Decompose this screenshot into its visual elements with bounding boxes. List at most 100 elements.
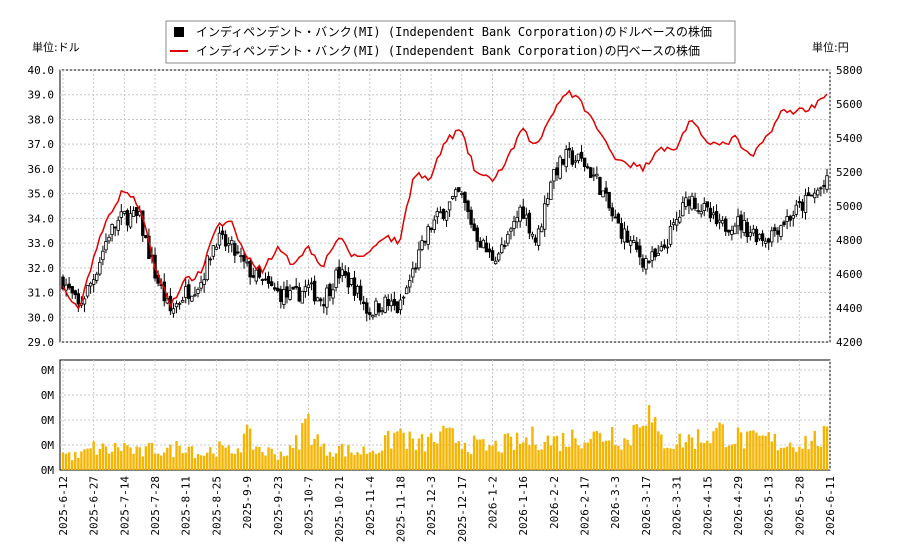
candle-body <box>708 207 713 219</box>
candle-body <box>248 261 252 278</box>
volume-bar <box>485 450 488 470</box>
volume-bar <box>233 453 237 470</box>
volume-bar <box>804 435 807 470</box>
volume-bar <box>221 445 224 470</box>
volume-bar <box>248 428 252 470</box>
candle-body <box>417 249 421 269</box>
volume-bar <box>776 450 780 470</box>
volume-bar <box>423 451 427 470</box>
candle-body <box>699 211 703 215</box>
candle-body <box>641 258 645 268</box>
volume-bar <box>647 405 651 470</box>
volume-bar <box>690 437 694 470</box>
candle-body <box>678 216 682 223</box>
volume-bar <box>564 446 568 470</box>
volume-bar <box>396 431 399 470</box>
volume-bar <box>810 440 813 470</box>
volume-bar <box>138 447 141 470</box>
volume-bar <box>98 448 102 470</box>
volume-bar <box>242 433 246 470</box>
volume-tick-label: 0M <box>41 414 55 427</box>
volume-bar <box>113 443 117 470</box>
candle-body <box>653 248 657 258</box>
volume-bar <box>785 446 789 470</box>
candle-body <box>223 234 228 247</box>
volume-bar <box>92 441 95 470</box>
candle-body <box>300 290 305 304</box>
candle-body <box>214 246 219 250</box>
volume-bar <box>644 425 648 470</box>
volume-bar <box>488 445 491 470</box>
candle-body <box>134 207 139 216</box>
volume-bar <box>279 451 283 470</box>
candle-body <box>555 167 559 176</box>
candle-body <box>251 275 255 278</box>
legend: インディペンデント・バンク(MI) (Independent Bank Corp… <box>165 20 736 64</box>
volume-bar <box>586 442 589 470</box>
candle-body <box>450 195 455 199</box>
volume-bar <box>132 453 135 470</box>
volume-bar <box>206 452 209 470</box>
candle-body <box>693 197 697 209</box>
volume-bar <box>503 434 507 470</box>
volume-bar <box>153 453 157 470</box>
volume-bar <box>552 436 556 470</box>
volume-bar <box>767 432 770 470</box>
candle-body <box>119 211 123 218</box>
candle-body <box>659 246 664 252</box>
volume-bar <box>104 446 108 470</box>
volume-bar <box>491 445 494 470</box>
volume-bar <box>558 450 562 470</box>
candle-body <box>800 201 805 211</box>
candle-body <box>730 229 734 235</box>
candle-body <box>279 288 283 302</box>
candle-body <box>595 173 599 177</box>
x-tick-label: 2026-2-17 <box>579 476 592 536</box>
volume-bar <box>531 426 534 470</box>
x-tick-label: 2025-6-27 <box>88 476 101 536</box>
volume-bar <box>739 432 743 470</box>
volume-bar <box>604 440 608 470</box>
volume-bar <box>181 453 184 470</box>
candle-body <box>530 233 535 237</box>
left-tick-label: 34.0 <box>28 212 55 225</box>
volume-tick-label: 0M <box>41 389 55 402</box>
volume-bar <box>117 447 120 470</box>
candle-body <box>625 230 630 243</box>
candle-body <box>202 279 206 285</box>
volume-bar <box>476 439 479 470</box>
volume-bar <box>255 446 258 470</box>
volume-bar <box>638 427 642 470</box>
volume-bar <box>71 460 74 470</box>
volume-bar <box>700 442 703 470</box>
candle-body <box>561 158 565 165</box>
candle-body <box>187 284 191 299</box>
volume-bar <box>301 423 304 470</box>
volume-bar <box>86 448 89 470</box>
volume-bar <box>546 435 549 470</box>
candle-body <box>484 242 489 253</box>
volume-tick-label: 0M <box>41 464 55 477</box>
right-axis-ticks: 4200 4400 4600 4800 5000 5200 5400 5600 5800 <box>836 64 863 349</box>
volume-bar <box>258 446 261 470</box>
volume-bar <box>169 444 172 470</box>
volume-bar <box>402 432 405 470</box>
candle-body <box>73 290 77 296</box>
candle-body <box>610 207 614 217</box>
candle-body <box>794 204 799 215</box>
candle-body <box>199 281 203 289</box>
volume-bar <box>761 435 764 470</box>
x-tick-label: 2026-4-29 <box>732 476 745 536</box>
candle-body <box>503 245 507 247</box>
volume-bar <box>715 427 718 470</box>
candle-body <box>380 310 384 313</box>
volume-bar <box>595 431 599 470</box>
volume-bar <box>156 453 160 470</box>
left-tick-label: 29.0 <box>28 336 55 349</box>
candle-body <box>770 230 774 243</box>
volume-bar <box>718 422 721 470</box>
volume-bar <box>712 431 715 470</box>
candle-body <box>521 206 525 219</box>
candle-body <box>331 289 335 299</box>
candle-body <box>460 193 464 195</box>
